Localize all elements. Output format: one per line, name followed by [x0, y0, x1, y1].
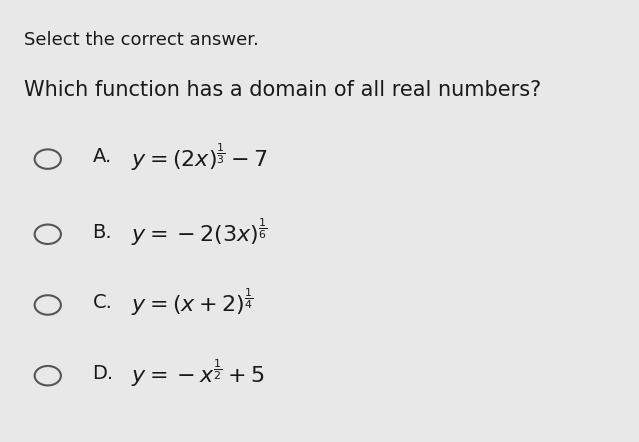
- Text: D.: D.: [93, 364, 114, 383]
- Text: $y = -x^{\frac{1}{2}} + 5$: $y = -x^{\frac{1}{2}} + 5$: [132, 358, 265, 389]
- Text: Select the correct answer.: Select the correct answer.: [24, 31, 259, 49]
- Text: A.: A.: [93, 148, 112, 166]
- Text: $y = -2(3x)^{\frac{1}{6}}$: $y = -2(3x)^{\frac{1}{6}}$: [132, 216, 268, 248]
- Text: $y = (x + 2)^{\frac{1}{4}}$: $y = (x + 2)^{\frac{1}{4}}$: [132, 287, 254, 319]
- Text: $y = (2x)^{\frac{1}{3}} - 7$: $y = (2x)^{\frac{1}{3}} - 7$: [132, 141, 268, 173]
- Text: C.: C.: [93, 293, 112, 312]
- Text: B.: B.: [93, 223, 112, 241]
- Text: Which function has a domain of all real numbers?: Which function has a domain of all real …: [24, 80, 541, 99]
